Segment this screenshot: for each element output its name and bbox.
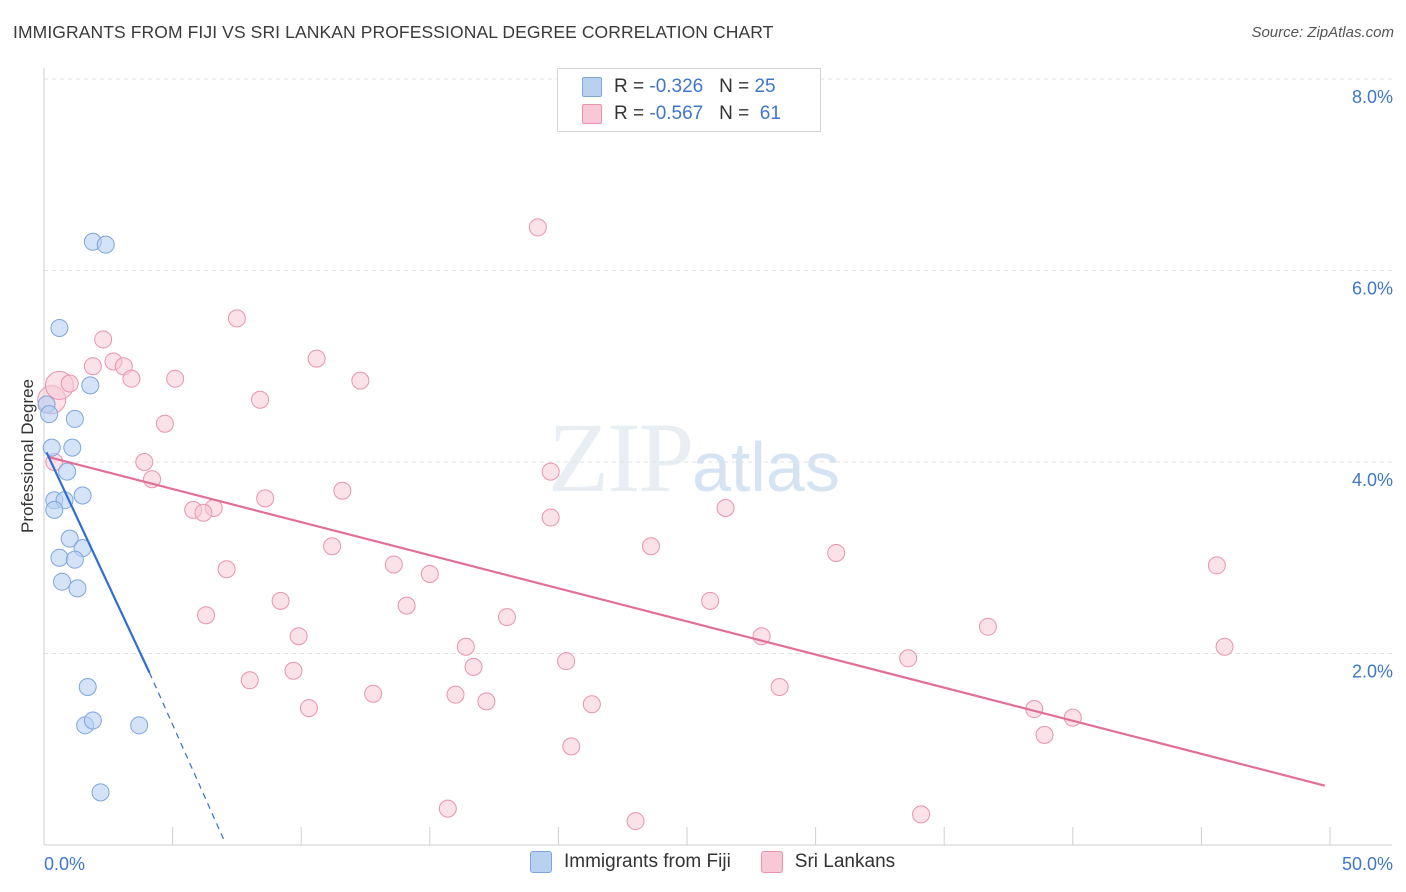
legend-swatch-srilankan	[760, 851, 783, 873]
srilankan-point	[135, 453, 154, 471]
fiji-point	[65, 409, 84, 428]
srilankan-point	[541, 462, 560, 481]
srilankan-point	[528, 218, 547, 237]
y-tick-label: 2.0%	[1352, 662, 1393, 682]
srilankan-point	[827, 543, 846, 562]
source-credit: Source: ZipAtlas.com	[1251, 24, 1394, 41]
srilankan-point	[94, 330, 113, 349]
fiji-point	[73, 486, 92, 505]
srilankan-point	[166, 369, 185, 388]
srilankan-point	[364, 684, 383, 703]
srilankan-point	[701, 591, 720, 610]
legend-swatch-fiji	[530, 851, 552, 873]
fiji-point	[40, 405, 59, 424]
stats-legend: R = -0.326 N = 25 R = -0.567 N = 61	[557, 68, 821, 132]
srilankan-point	[562, 737, 581, 756]
srilankan-point	[122, 369, 141, 388]
fiji-point	[65, 550, 84, 569]
srilankan-point	[240, 671, 259, 690]
watermark-zip: ZIP	[548, 402, 694, 513]
fiji-point	[81, 376, 100, 395]
srilankan-point	[1035, 725, 1054, 744]
series-legend: Immigrants from Fiji Sri Lankans	[530, 851, 925, 873]
x-tick-label: 50.0%	[1342, 854, 1393, 874]
srilankan-point	[912, 805, 931, 824]
srilankan-point	[333, 481, 352, 500]
fiji-point	[60, 529, 79, 548]
srilankan-point	[541, 508, 560, 527]
fiji-point	[63, 438, 82, 457]
srilankan-point	[384, 555, 403, 574]
fiji-point	[45, 500, 64, 519]
srilankan-point	[557, 652, 576, 671]
srilankan-point	[271, 591, 290, 610]
srilankan-point	[899, 649, 918, 668]
fiji-point	[68, 579, 87, 598]
y-tick-label: 8.0%	[1352, 87, 1393, 107]
srilankan-point	[477, 692, 496, 711]
watermark: ZIPatlas	[548, 400, 840, 515]
srilankan-point	[420, 565, 439, 584]
fiji-point	[42, 438, 61, 457]
fiji-trendline	[45, 451, 151, 674]
x-tick-label: 0.0%	[44, 854, 85, 874]
fiji-point	[83, 711, 102, 730]
srilankan-point	[626, 812, 645, 831]
srilankan-point	[299, 699, 318, 718]
srilankan-point	[438, 799, 457, 818]
legend-label-fiji: Immigrants from Fiji	[564, 851, 731, 872]
srilankan-point	[217, 560, 236, 579]
fiji-point	[50, 318, 69, 337]
srilankan-point	[351, 371, 370, 390]
srilankan-swatch	[582, 104, 602, 124]
srilankan-point	[641, 537, 660, 556]
legend-item-fiji[interactable]: Immigrants from Fiji	[530, 851, 731, 873]
y-axis-label: Professional Degree	[18, 378, 37, 534]
srilankan-point	[1063, 708, 1082, 727]
srilankan-point	[83, 357, 102, 376]
srilankan-point	[456, 637, 475, 656]
srilankan-point	[397, 596, 416, 615]
srilankan-point	[284, 661, 303, 680]
srilankan-point	[464, 657, 483, 676]
fiji-point	[50, 548, 69, 567]
fiji-stats-text: R = -0.326 N = 25	[614, 76, 776, 97]
srilankan-point	[770, 678, 789, 697]
srilankan-point	[60, 374, 79, 393]
srilankan-trendline	[48, 456, 1326, 787]
chart-title: IMMIGRANTS FROM FIJI VS SRI LANKAN PROFE…	[13, 22, 774, 42]
srilankan-point	[446, 685, 465, 704]
srilankan-point	[197, 606, 216, 625]
fiji-point	[53, 572, 72, 591]
srilankan-point	[251, 390, 270, 409]
srilankan-point	[497, 608, 516, 627]
srilankan-point	[978, 617, 997, 636]
srilankan-point	[289, 627, 308, 646]
fiji-swatch	[582, 77, 602, 97]
legend-item-srilankan[interactable]: Sri Lankans	[760, 851, 896, 873]
srilankan-point	[323, 537, 342, 556]
fiji-point	[58, 462, 77, 481]
y-tick-label: 6.0%	[1352, 279, 1393, 299]
srilankan-point	[582, 695, 601, 714]
srilankan-point	[155, 414, 174, 433]
srilankan-point	[256, 489, 275, 508]
fiji-point	[96, 235, 115, 254]
srilankan-point	[1207, 556, 1226, 575]
srilankan-point	[716, 498, 735, 517]
legend-label-srilankan: Sri Lankans	[794, 851, 896, 872]
fiji-point	[91, 783, 110, 802]
srilankan-point	[1215, 637, 1234, 656]
srilankan-stats-text: R = -0.567 N = 61	[614, 103, 781, 124]
srilankan-point	[307, 349, 326, 368]
watermark-atlas: atlas	[692, 428, 840, 506]
fiji-point	[130, 716, 149, 735]
fiji-point	[78, 678, 97, 697]
fiji-trendline-extension	[148, 672, 225, 841]
srilankan-point	[227, 309, 246, 328]
srilankan-point	[194, 503, 213, 522]
y-tick-label: 4.0%	[1352, 470, 1393, 490]
